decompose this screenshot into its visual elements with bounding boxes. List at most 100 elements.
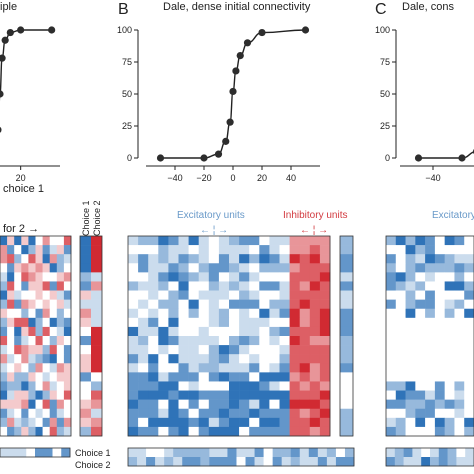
heatmap-cell [405, 399, 416, 410]
heatmap-cell [386, 290, 397, 300]
heatmap-cell [178, 381, 189, 391]
heatmap-cell [395, 317, 406, 328]
heatmap-cell [239, 281, 250, 291]
strip-cell [272, 448, 282, 458]
heatmap-cell [269, 254, 280, 264]
heatmap-cell [279, 426, 290, 437]
heatmap-cell [35, 263, 43, 273]
heatmap-cell [42, 308, 50, 319]
heatmap-cell [7, 408, 15, 419]
y-tick-label: 25 [122, 121, 132, 131]
strip-frame [0, 447, 71, 458]
choice1-cell [80, 345, 91, 355]
heatmap-cell [218, 417, 230, 428]
heatmap-cell [0, 426, 8, 437]
heatmap-cell [395, 390, 406, 400]
heatmap-cell [148, 354, 159, 364]
heatmap-cell [395, 354, 406, 364]
heatmap-cell [198, 426, 210, 437]
heatmap-cell [138, 372, 149, 382]
heatmap-cell [178, 354, 189, 364]
heatmap-cell [42, 399, 50, 410]
strip-cell [438, 457, 448, 467]
excitatory-arrows: ← ¦ → [200, 225, 228, 236]
heatmap-cell [405, 426, 416, 437]
heatmap-cell [128, 245, 139, 255]
strip-cell [17, 448, 27, 458]
excitatory-label: Excitatory units [177, 210, 245, 221]
heatmap-cell [386, 390, 397, 400]
heatmap-cell [319, 345, 331, 355]
heatmap-cell [279, 390, 290, 400]
heatmap-cell [63, 308, 72, 319]
heatmap-cell [464, 263, 474, 273]
heatmap-cell [168, 381, 179, 391]
heatmap-cell [405, 299, 416, 310]
heatmap-cell [128, 363, 139, 373]
heatmap-cell [56, 317, 65, 328]
strip-cell [164, 448, 174, 458]
strip-cell [26, 448, 36, 458]
heatmap-cell [21, 290, 29, 300]
heatmap-cell [279, 417, 290, 428]
strip-cell [254, 457, 264, 467]
choice-cell [340, 290, 353, 300]
heatmap-cell [239, 299, 250, 310]
heatmap-cell [415, 390, 426, 400]
heatmap-cell [158, 281, 169, 291]
choice1-cell [80, 281, 91, 291]
heatmap-cell [198, 381, 210, 391]
heatmap-cell [188, 381, 199, 391]
heatmap-cell [158, 408, 169, 419]
heatmap-cell [56, 272, 65, 282]
strip-cell [421, 457, 431, 467]
heatmap-cell [319, 336, 331, 346]
heatmap-cell [28, 426, 36, 437]
heatmap-cell [188, 299, 199, 310]
heatmap-cell [249, 417, 260, 428]
strip-cell [263, 457, 273, 467]
heatmap-cell [148, 254, 159, 264]
heatmap-cell [454, 381, 465, 391]
heatmap-cell [425, 417, 436, 428]
heatmap-cell [279, 245, 290, 255]
heatmap-cell [269, 381, 280, 391]
heatmap-cell [208, 272, 220, 282]
heatmap-cell [49, 336, 58, 346]
heatmap-cell [239, 345, 250, 355]
strip-cell [465, 457, 474, 467]
heatmap-cell [56, 345, 65, 355]
heatmap-cell [128, 272, 139, 282]
heatmap-cell [218, 408, 230, 419]
heatmap-cell [138, 245, 149, 255]
heatmap-cell [386, 345, 397, 355]
heatmap-cell [168, 245, 179, 255]
heatmap-cell [198, 354, 210, 364]
heatmap-cell [279, 381, 290, 391]
heatmap-cell [454, 326, 465, 337]
heatmap-cell [405, 417, 416, 428]
heatmap-cell [0, 354, 8, 364]
heatmap-cell [198, 245, 210, 255]
heatmap-cell [299, 372, 311, 382]
heatmap-cell [49, 408, 58, 419]
heatmap-cell [289, 245, 300, 255]
heatmap-cell [269, 408, 280, 419]
heatmap-cell [434, 426, 445, 437]
heatmap-cell [259, 317, 270, 328]
heatmap-cell [49, 381, 58, 391]
panel-c-letter: C [375, 1, 387, 18]
strip-cell [403, 457, 413, 467]
heatmap-cell [415, 363, 426, 373]
heatmap-cell [415, 236, 426, 246]
heatmap-cell [198, 345, 210, 355]
data-point [243, 39, 252, 47]
heatmap-cell [63, 254, 72, 264]
choice1-cell [80, 390, 91, 400]
heatmap-cell [259, 281, 270, 291]
heatmap-cell [178, 426, 189, 437]
strip-cell [465, 448, 474, 458]
choice-cell [340, 363, 353, 373]
heatmap-cell [198, 317, 210, 328]
heatmap-cell [198, 408, 210, 419]
